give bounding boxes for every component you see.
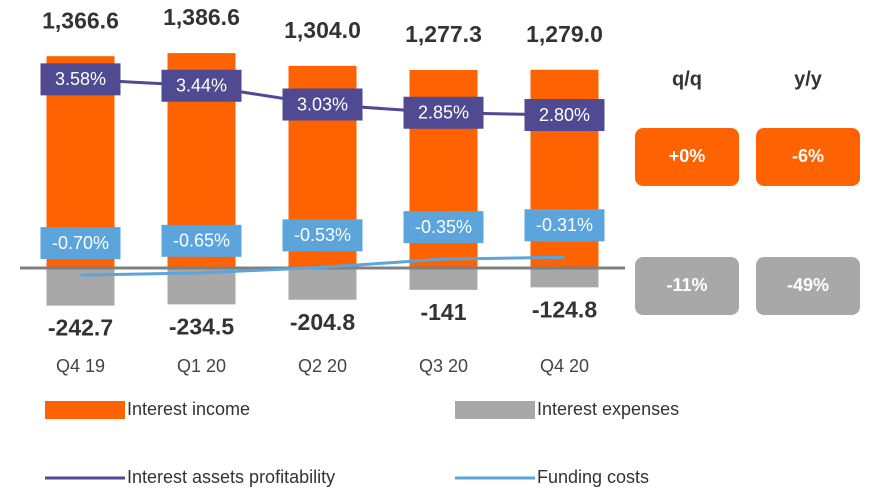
data-label: -242.7 [48, 315, 113, 341]
label-box [524, 99, 605, 132]
data-label: -234.5 [169, 313, 234, 339]
x-tick-label: Q4 20 [540, 356, 589, 376]
label-box [40, 227, 121, 260]
bar [409, 268, 478, 290]
data-label: 1,279.0 [526, 21, 603, 47]
data-label: 3.44% [176, 76, 227, 96]
data-label: 1,366.6 [42, 7, 119, 33]
label-box [161, 69, 242, 102]
label-box [403, 96, 484, 129]
x-tick-label: Q4 19 [56, 356, 105, 376]
label-box [282, 88, 363, 121]
change-value: -49% [787, 275, 829, 295]
change-box [635, 128, 739, 186]
data-label: -0.35% [415, 217, 472, 237]
data-label: 1,386.6 [163, 4, 240, 30]
data-label: 2.85% [418, 102, 469, 122]
x-tick-label: Q3 20 [419, 356, 468, 376]
data-label: 2.80% [539, 105, 590, 125]
x-tick-label: Q2 20 [298, 356, 347, 376]
line [80, 255, 565, 277]
change-value: -11% [666, 275, 707, 295]
change-value: -6% [792, 146, 824, 166]
label-box [524, 209, 605, 242]
data-label: -0.70% [52, 233, 109, 253]
data-label: 3.58% [55, 69, 106, 89]
data-label: -0.31% [536, 215, 593, 235]
bar [288, 268, 357, 300]
change-box [756, 257, 860, 315]
label-box [282, 219, 363, 252]
data-label: 1,277.3 [405, 21, 482, 47]
bar [530, 268, 599, 288]
legend-label: Interest assets profitability [127, 467, 335, 487]
data-label: -0.53% [294, 225, 351, 245]
legend-swatch [45, 401, 125, 419]
data-label: 3.03% [297, 94, 348, 114]
legend-swatch [455, 401, 535, 419]
data-label: -141 [420, 299, 466, 325]
legend-label: Interest expenses [537, 399, 679, 419]
legend-label: Funding costs [537, 467, 649, 487]
change-value: +0% [669, 146, 706, 166]
label-box [403, 211, 484, 244]
label-box [161, 224, 242, 257]
data-label: -204.8 [290, 309, 355, 335]
change-box [756, 128, 860, 186]
data-label: -0.65% [173, 231, 230, 251]
column-header: q/q [672, 68, 702, 90]
column-header: y/y [794, 68, 823, 90]
x-tick-label: Q1 20 [177, 356, 226, 376]
label-box [40, 63, 121, 96]
change-box [635, 257, 739, 315]
legend-label: Interest income [127, 399, 250, 419]
data-label: -124.8 [532, 296, 597, 322]
data-label: 1,304.0 [284, 17, 361, 43]
